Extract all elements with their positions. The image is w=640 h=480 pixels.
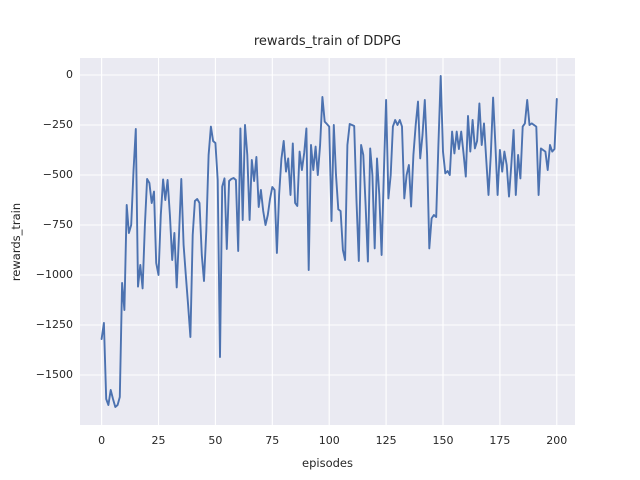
chart-title: rewards_train of DDPG bbox=[253, 34, 402, 49]
data-line-rewards-train bbox=[100, 75, 558, 408]
x-axis-label: episodes bbox=[302, 456, 353, 470]
y-axis-label: rewards_train bbox=[9, 202, 23, 282]
axes-background bbox=[80, 58, 575, 425]
